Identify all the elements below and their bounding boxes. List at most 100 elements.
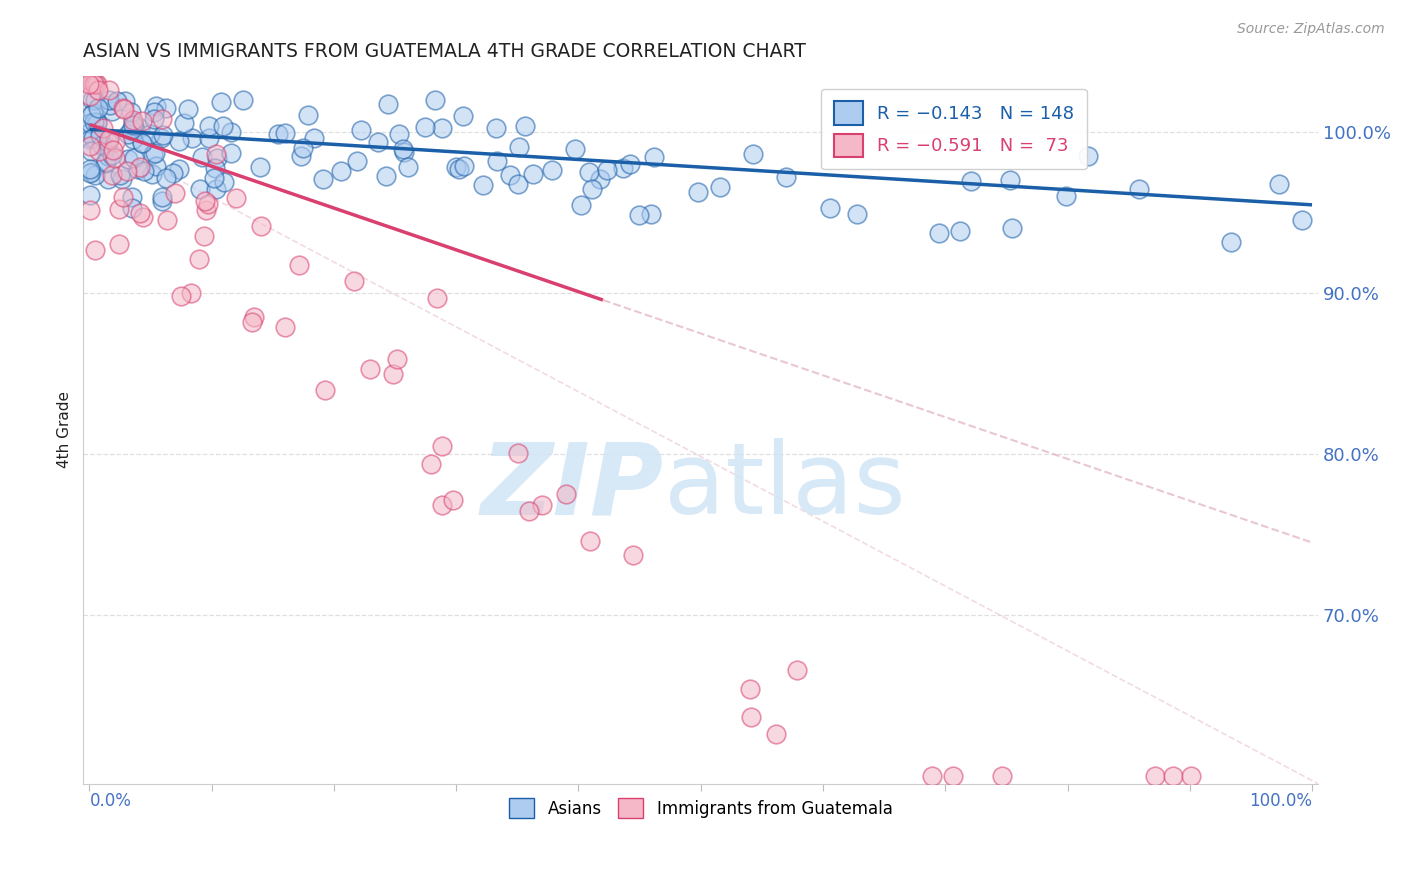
Point	[471, 178, 494, 193]
Point	[249, 219, 271, 233]
Point	[709, 180, 731, 194]
Point	[377, 96, 399, 111]
Point	[225, 191, 247, 205]
Point	[194, 202, 217, 217]
Point	[1291, 213, 1313, 227]
Point	[142, 147, 165, 161]
Point	[162, 166, 184, 180]
Point	[508, 139, 530, 153]
Point	[205, 146, 228, 161]
Point	[619, 156, 641, 170]
Point	[486, 154, 509, 169]
Point	[134, 164, 156, 178]
Point	[198, 119, 221, 133]
Point	[425, 93, 447, 107]
Point	[89, 128, 111, 142]
Point	[98, 82, 121, 96]
Point	[359, 362, 381, 376]
Point	[291, 141, 314, 155]
Point	[83, 93, 105, 107]
Point	[177, 102, 200, 116]
Point	[949, 224, 972, 238]
Text: ASIAN VS IMMIGRANTS FROM GUATEMALA 4TH GRADE CORRELATION CHART: ASIAN VS IMMIGRANTS FROM GUATEMALA 4TH G…	[83, 42, 806, 61]
Point	[143, 145, 166, 160]
Point	[129, 161, 152, 175]
Point	[522, 167, 544, 181]
Point	[738, 682, 761, 697]
Point	[100, 148, 122, 162]
Point	[79, 116, 101, 130]
Point	[232, 93, 254, 107]
Point	[314, 383, 336, 397]
Point	[121, 190, 143, 204]
Point	[194, 194, 217, 209]
Point	[131, 136, 153, 150]
Point	[101, 103, 124, 118]
Point	[98, 93, 121, 107]
Point	[181, 131, 204, 145]
Point	[82, 77, 104, 91]
Point	[79, 187, 101, 202]
Point	[1267, 178, 1289, 192]
Point	[209, 95, 232, 109]
Point	[381, 367, 404, 381]
Point	[998, 173, 1021, 187]
Point	[426, 292, 449, 306]
Point	[686, 185, 709, 199]
Point	[775, 170, 797, 185]
Point	[786, 663, 808, 677]
Point	[219, 146, 242, 161]
Point	[87, 102, 110, 116]
Point	[312, 172, 335, 186]
Point	[396, 160, 419, 174]
Point	[80, 164, 103, 178]
Point	[90, 137, 112, 152]
Point	[128, 121, 150, 136]
Point	[114, 94, 136, 108]
Point	[152, 128, 174, 142]
Point	[127, 162, 149, 177]
Point	[415, 120, 437, 134]
Point	[80, 145, 103, 159]
Point	[430, 121, 453, 136]
Point	[290, 149, 312, 163]
Y-axis label: 4th Grade: 4th Grade	[58, 392, 72, 468]
Point	[589, 171, 612, 186]
Point	[441, 493, 464, 508]
Legend: Asians, Immigrants from Guatemala: Asians, Immigrants from Guatemala	[502, 791, 898, 825]
Point	[79, 161, 101, 176]
Point	[150, 189, 173, 203]
Point	[451, 109, 474, 123]
Text: ZIP: ZIP	[481, 438, 664, 535]
Point	[83, 168, 105, 182]
Point	[1219, 235, 1241, 249]
Point	[150, 112, 173, 127]
Point	[101, 168, 124, 182]
Point	[274, 319, 297, 334]
Point	[120, 122, 142, 136]
Point	[143, 104, 166, 119]
Point	[105, 94, 128, 108]
Point	[97, 149, 120, 163]
Point	[207, 151, 229, 165]
Point	[122, 114, 145, 128]
Point	[845, 206, 868, 220]
Point	[143, 112, 166, 126]
Point	[169, 161, 191, 176]
Point	[627, 208, 650, 222]
Point	[112, 101, 135, 115]
Point	[91, 120, 114, 135]
Point	[112, 102, 135, 116]
Point	[141, 167, 163, 181]
Point	[453, 159, 475, 173]
Point	[612, 161, 634, 176]
Point	[132, 210, 155, 224]
Point	[508, 446, 530, 460]
Point	[97, 136, 120, 150]
Point	[96, 155, 118, 169]
Point	[110, 172, 132, 186]
Point	[367, 135, 389, 149]
Point	[121, 202, 143, 216]
Point	[131, 136, 153, 150]
Point	[84, 243, 107, 257]
